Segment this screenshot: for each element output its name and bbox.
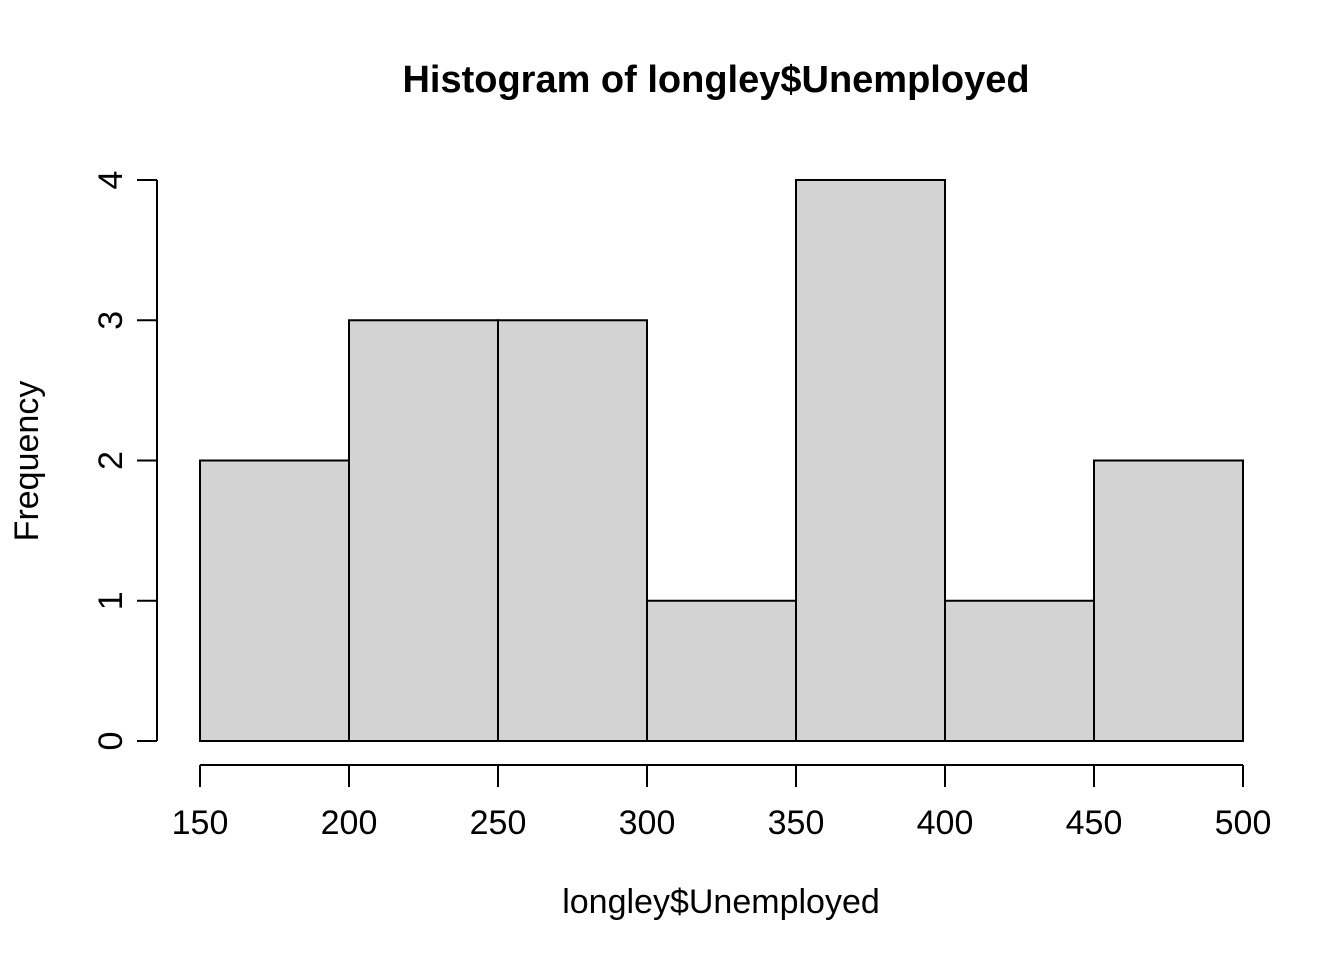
x-axis-ticks: 150 200 250 300 350 400 450 500 <box>172 765 1272 842</box>
y-axis-label: Frequency <box>8 381 46 542</box>
x-axis-tick-label: 200 <box>321 804 378 842</box>
x-axis-tick-label: 400 <box>917 804 974 842</box>
histogram-bar <box>199 459 350 742</box>
x-axis-tick-label: 150 <box>172 804 229 842</box>
histogram-bar <box>646 599 797 742</box>
x-axis-label: longley$Unemployed <box>562 883 880 921</box>
x-axis-tick-label: 500 <box>1215 804 1272 842</box>
y-axis-tick-label: 4 <box>92 171 130 190</box>
x-axis-tick-label: 300 <box>619 804 676 842</box>
histogram-bar <box>944 599 1095 742</box>
x-axis-tick-label: 350 <box>768 804 825 842</box>
x-axis-tick-label: 450 <box>1066 804 1123 842</box>
y-axis-tick-label: 0 <box>92 732 130 751</box>
bars-group <box>199 179 1244 742</box>
y-axis-tick-label: 1 <box>92 591 130 610</box>
y-axis-ticks: 0 1 2 3 4 <box>92 171 157 751</box>
histogram-bar <box>1093 459 1244 742</box>
histogram-bar <box>497 319 648 742</box>
histogram-bar <box>348 319 499 742</box>
x-axis-tick-label: 250 <box>470 804 527 842</box>
y-axis-tick-label: 3 <box>92 311 130 330</box>
histogram-bar <box>795 179 946 742</box>
chart-title: Histogram of longley$Unemployed <box>402 59 1029 101</box>
y-axis-tick-label: 2 <box>92 451 130 470</box>
